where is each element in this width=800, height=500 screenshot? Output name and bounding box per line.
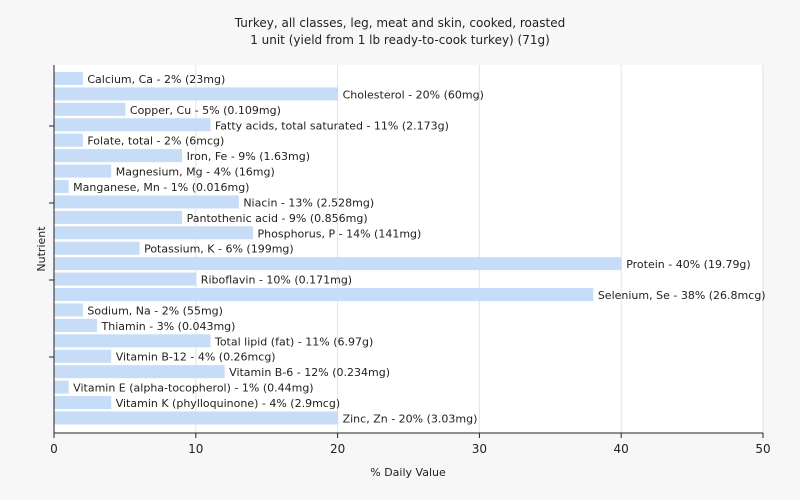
bar-3 [54, 118, 211, 132]
x-axis-ticks: 0 10 20 30 40 50 [50, 433, 771, 456]
bar-13 [54, 272, 197, 286]
bar-label-11: Potassium, K - 6% (199mg) [144, 243, 294, 256]
bar-label-17: Total lipid (fat) - 11% (6.97g) [214, 335, 373, 348]
bar-label-16: Thiamin - 3% (0.043mg) [101, 320, 236, 333]
bar-21 [54, 396, 112, 410]
x-tick-label-2: 20 [330, 442, 345, 456]
chart-subtitle: 1 unit (yield from 1 lb ready-to-cook tu… [250, 33, 550, 47]
bar-label-2: Copper, Cu - 5% (0.109mg) [130, 104, 281, 117]
bar-label-19: Vitamin B-6 - 12% (0.234mg) [229, 366, 390, 379]
bar-8 [54, 195, 239, 209]
bar-17 [54, 334, 211, 348]
bar-15 [54, 303, 83, 317]
bar-label-6: Magnesium, Mg - 4% (16mg) [116, 166, 275, 179]
bar-label-3: Fatty acids, total saturated - 11% (2.17… [215, 119, 449, 132]
bar-12 [54, 257, 622, 271]
bar-2 [54, 102, 126, 116]
bar-label-22: Zinc, Zn - 20% (3.03mg) [343, 412, 478, 425]
bar-4 [54, 133, 83, 147]
bar-11 [54, 241, 140, 255]
bar-label-21: Vitamin K (phylloquinone) - 4% (2.9mcg) [116, 397, 340, 410]
bar-10 [54, 226, 254, 240]
bar-label-9: Pantothenic acid - 9% (0.856mg) [187, 212, 368, 225]
y-axis-label: Nutrient [35, 226, 48, 272]
bar-label-18: Vitamin B-12 - 4% (0.26mcg) [116, 351, 276, 364]
bar-5 [54, 149, 183, 163]
bar-labels: Calcium, Ca - 2% (23mg) Cholesterol - 20%… [73, 73, 765, 425]
bar-label-13: Riboflavin - 10% (0.171mg) [201, 274, 352, 287]
bar-0 [54, 72, 83, 85]
bar-1 [54, 87, 339, 101]
bar-label-0: Calcium, Ca - 2% (23mg) [87, 73, 225, 86]
bar-20 [54, 380, 69, 394]
bar-label-10: Phosphorus, P - 14% (141mg) [258, 227, 422, 240]
x-tick-label-5: 50 [755, 442, 770, 456]
x-tick-label-1: 10 [188, 442, 203, 456]
x-tick-label-4: 40 [614, 442, 629, 456]
bars [54, 72, 622, 425]
bar-16 [54, 318, 98, 332]
bar-label-20: Vitamin E (alpha-tocopherol) - 1% (0.44m… [73, 382, 313, 395]
x-axis-label: % Daily Value [370, 466, 446, 479]
bar-18 [54, 349, 112, 363]
bar-label-14: Selenium, Se - 38% (26.8mcg) [598, 289, 766, 302]
y-axis-ticks [49, 125, 54, 358]
bar-9 [54, 210, 183, 224]
bar-label-15: Sodium, Na - 2% (55mg) [87, 304, 223, 317]
bar-label-8: Niacin - 13% (2.528mg) [243, 196, 374, 209]
bar-label-12: Protein - 40% (19.79g) [626, 258, 751, 271]
bar-label-7: Manganese, Mn - 1% (0.016mg) [73, 181, 249, 194]
bar-14 [54, 288, 594, 302]
bar-22 [54, 411, 339, 425]
x-tick-label-0: 0 [50, 442, 58, 456]
bar-7 [54, 180, 69, 194]
bar-label-1: Cholesterol - 20% (60mg) [343, 88, 484, 101]
bar-19 [54, 365, 225, 379]
chart-title: Turkey, all classes, leg, meat and skin,… [234, 16, 565, 30]
bar-label-5: Iron, Fe - 9% (1.63mg) [187, 150, 310, 163]
x-tick-label-3: 30 [472, 442, 487, 456]
bar-label-4: Folate, total - 2% (6mcg) [87, 135, 224, 148]
bar-6 [54, 164, 112, 178]
